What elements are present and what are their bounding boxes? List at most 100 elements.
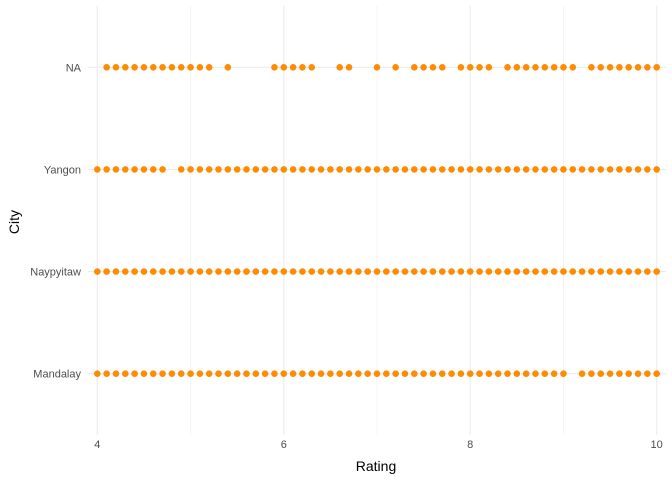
data-point — [466, 166, 474, 173]
data-point — [522, 166, 530, 173]
data-point — [317, 370, 325, 378]
data-point — [541, 268, 549, 275]
data-point — [205, 63, 213, 71]
data-point — [532, 370, 539, 378]
data-point — [494, 370, 502, 378]
data-point — [280, 63, 288, 71]
data-point — [271, 268, 278, 275]
data-point — [187, 268, 194, 275]
data-point — [121, 166, 129, 173]
data-point — [261, 370, 269, 378]
data-point — [625, 166, 633, 173]
data-point — [644, 166, 651, 173]
data-point — [103, 370, 110, 378]
data-point — [94, 166, 101, 173]
data-point — [588, 166, 595, 173]
data-point — [550, 63, 558, 71]
data-point — [280, 370, 288, 378]
data-point — [597, 268, 605, 275]
data-point — [289, 268, 297, 275]
data-point — [121, 63, 129, 71]
data-point — [597, 370, 605, 378]
data-point — [494, 166, 502, 173]
data-point — [336, 268, 344, 275]
data-point — [466, 63, 474, 71]
data-point — [588, 370, 595, 378]
data-point — [308, 63, 316, 71]
data-point — [205, 166, 213, 173]
data-point — [103, 63, 110, 71]
x-axis-title: Rating — [356, 458, 396, 474]
data-point — [317, 268, 325, 275]
data-point — [429, 63, 437, 71]
data-point — [112, 166, 120, 173]
data-point — [485, 268, 493, 275]
data-point — [653, 166, 660, 173]
data-point — [420, 166, 427, 173]
data-point — [159, 370, 166, 378]
data-point — [569, 268, 577, 275]
data-point — [616, 166, 623, 173]
data-point — [196, 268, 204, 275]
data-point — [168, 268, 176, 275]
data-point — [476, 63, 483, 71]
data-point — [205, 370, 213, 378]
data-point — [233, 268, 241, 275]
data-point — [457, 166, 465, 173]
data-point — [196, 370, 204, 378]
data-point — [625, 63, 633, 71]
data-point — [140, 166, 148, 173]
data-point — [364, 268, 371, 275]
data-point — [327, 370, 334, 378]
data-point — [103, 268, 110, 275]
data-point — [355, 370, 362, 378]
data-point — [168, 370, 176, 378]
data-point — [94, 268, 101, 275]
data-point — [457, 268, 465, 275]
data-point — [177, 268, 185, 275]
data-point — [112, 370, 120, 378]
data-point — [215, 370, 222, 378]
x-tick-label: 10 — [651, 439, 663, 451]
data-point — [420, 370, 427, 378]
data-point — [616, 63, 623, 71]
data-point — [625, 370, 633, 378]
data-point — [504, 166, 511, 173]
data-point — [392, 370, 399, 378]
data-point — [177, 63, 185, 71]
data-point — [336, 166, 344, 173]
data-point — [215, 268, 222, 275]
data-point — [289, 63, 297, 71]
data-point — [149, 268, 157, 275]
data-point — [94, 370, 101, 378]
data-point — [159, 166, 166, 173]
data-point — [578, 166, 586, 173]
data-point — [578, 268, 586, 275]
data-point — [345, 370, 353, 378]
data-point — [299, 63, 306, 71]
data-point — [550, 268, 558, 275]
data-point — [224, 370, 232, 378]
data-point — [233, 166, 241, 173]
data-point — [121, 268, 129, 275]
data-point — [410, 63, 418, 71]
data-point — [476, 268, 483, 275]
data-point — [532, 63, 539, 71]
data-point — [569, 166, 577, 173]
data-point — [299, 268, 306, 275]
data-point — [616, 370, 623, 378]
data-point — [159, 268, 166, 275]
data-point — [355, 268, 362, 275]
data-point — [653, 268, 660, 275]
data-point — [121, 370, 129, 378]
data-point — [252, 370, 260, 378]
data-point — [289, 166, 297, 173]
data-point — [280, 268, 288, 275]
data-point — [373, 63, 381, 71]
data-point — [644, 370, 651, 378]
data-point — [485, 370, 493, 378]
data-point — [448, 166, 455, 173]
data-point — [299, 370, 306, 378]
data-point — [177, 166, 185, 173]
data-point — [159, 63, 166, 71]
